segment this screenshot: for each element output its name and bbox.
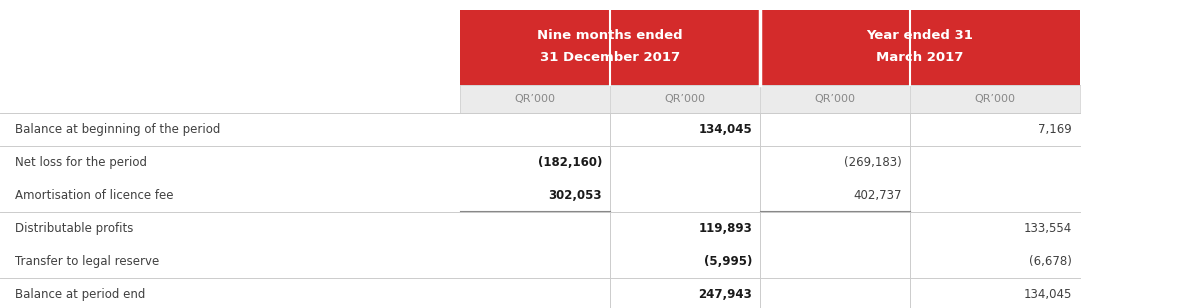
Text: Balance at period end: Balance at period end [14, 288, 145, 301]
Text: (6,678): (6,678) [1030, 255, 1072, 268]
Bar [910, 85, 1080, 113]
Text: (182,160): (182,160) [538, 156, 602, 169]
Bar [0, 146, 1080, 179]
Bar [760, 85, 910, 113]
Bar [0, 113, 1080, 146]
Text: Amortisation of licence fee: Amortisation of licence fee [14, 189, 174, 202]
Text: 302,053: 302,053 [548, 189, 602, 202]
Text: QR’000: QR’000 [665, 94, 706, 104]
Text: 247,943: 247,943 [698, 288, 752, 301]
Text: Balance at beginning of the period: Balance at beginning of the period [14, 123, 221, 136]
Text: Net loss for the period: Net loss for the period [14, 156, 148, 169]
Text: 134,045: 134,045 [698, 123, 752, 136]
Bar [0, 278, 1080, 308]
Bar [0, 245, 1080, 278]
Text: (269,183): (269,183) [845, 156, 902, 169]
Text: QR’000: QR’000 [815, 94, 856, 104]
Text: (5,995): (5,995) [703, 255, 752, 268]
Bar [460, 85, 610, 113]
Text: 119,893: 119,893 [698, 222, 752, 235]
Text: 402,737: 402,737 [853, 189, 902, 202]
Text: March 2017: March 2017 [876, 51, 964, 64]
Bar [0, 179, 1080, 212]
Bar [460, 10, 760, 85]
Bar [760, 10, 1080, 85]
Bar [610, 85, 760, 113]
Text: 134,045: 134,045 [1024, 288, 1072, 301]
Text: Transfer to legal reserve: Transfer to legal reserve [14, 255, 160, 268]
Bar [0, 212, 1080, 245]
Text: Distributable profits: Distributable profits [14, 222, 133, 235]
Text: 31 December 2017: 31 December 2017 [540, 51, 680, 64]
Text: Nine months ended: Nine months ended [538, 29, 683, 42]
Text: 7,169: 7,169 [1038, 123, 1072, 136]
Text: QR’000: QR’000 [515, 94, 556, 104]
Text: Year ended 31: Year ended 31 [866, 29, 973, 42]
Text: 133,554: 133,554 [1024, 222, 1072, 235]
Text: QR’000: QR’000 [974, 94, 1015, 104]
